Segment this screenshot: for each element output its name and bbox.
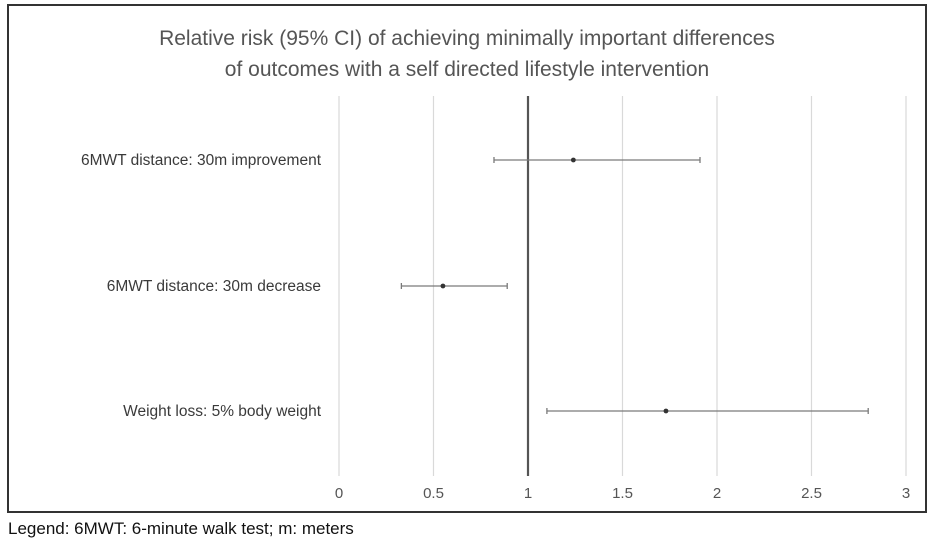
legend-text: Legend: 6MWT: 6-minute walk test; m: met… [8, 519, 354, 538]
x-tick-label: 2.5 [801, 485, 822, 502]
chart-title-line-1: Relative risk (95% CI) of achieving mini… [159, 27, 775, 50]
x-tick-labels: 0 0.5 1 1.5 2 2.5 3 [335, 485, 910, 502]
estimates-series [400, 157, 869, 414]
chart-svg: Relative risk (95% CI) of achieving mini… [81, 27, 910, 502]
chart-frame: Relative risk (95% CI) of achieving mini… [7, 4, 927, 513]
category-labels: 6MWT distance: 30m improvement 6MWT dista… [81, 152, 322, 420]
category-label: Weight loss: 5% body weight [123, 403, 322, 420]
category-label: 6MWT distance: 30m decrease [107, 278, 321, 295]
x-tick-label: 0 [335, 485, 343, 502]
point-estimate [570, 157, 576, 163]
category-label: 6MWT distance: 30m improvement [81, 152, 322, 169]
point-estimate [663, 408, 669, 414]
x-tick-label: 3 [902, 485, 910, 502]
x-tick-label: 0.5 [423, 485, 444, 502]
x-tick-label: 1.5 [612, 485, 633, 502]
chart-title: Relative risk (95% CI) of achieving mini… [159, 27, 775, 81]
x-tick-label: 1 [524, 485, 532, 502]
point-estimate [440, 283, 446, 289]
chart-title-line-2: of outcomes with a self directed lifesty… [225, 58, 709, 81]
gridlines [338, 96, 907, 476]
x-tick-label: 2 [713, 485, 721, 502]
